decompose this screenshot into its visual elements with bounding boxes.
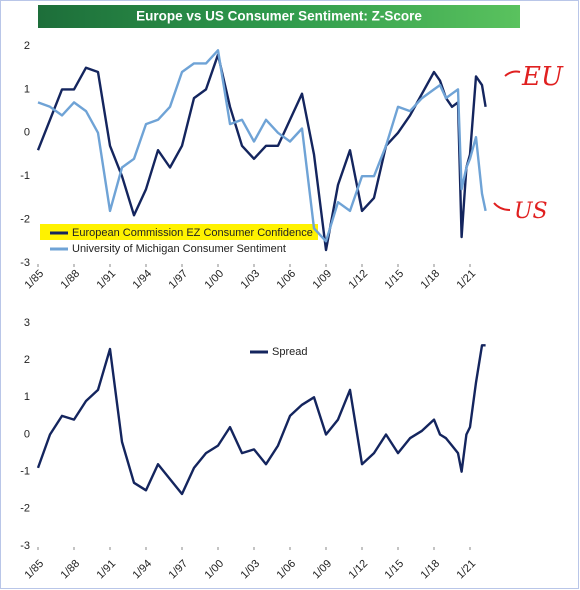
x-tick-label: 1/18 bbox=[419, 558, 443, 582]
x-tick-label: 1/00 bbox=[203, 558, 227, 582]
x-tick-label: 1/15 bbox=[383, 558, 407, 582]
annotation: EU bbox=[521, 62, 564, 92]
x-tick-label: 1/00 bbox=[203, 268, 227, 292]
x-tick-label: 1/09 bbox=[311, 558, 335, 582]
x-tick-label: 1/91 bbox=[95, 558, 119, 582]
y-tick-label: -1 bbox=[20, 170, 30, 182]
x-tick-label: 1/12 bbox=[347, 268, 371, 292]
annotation-stroke bbox=[493, 202, 511, 211]
annotation-stroke bbox=[504, 70, 521, 77]
x-tick-label: 1/88 bbox=[59, 268, 83, 292]
x-tick-label: 1/94 bbox=[131, 268, 155, 292]
x-tick-label: 1/03 bbox=[239, 558, 263, 582]
x-tick-label: 1/85 bbox=[23, 268, 47, 292]
legend-label: Spread bbox=[272, 346, 307, 358]
chart-title: Europe vs US Consumer Sentiment: Z-Score bbox=[136, 9, 422, 24]
title-banner bbox=[38, 5, 520, 28]
y-tick-label: -2 bbox=[20, 503, 30, 515]
x-tick-label: 1/06 bbox=[275, 268, 299, 292]
x-tick-label: 1/18 bbox=[419, 268, 443, 292]
y-tick-label: -1 bbox=[20, 466, 30, 478]
x-tick-label: 1/94 bbox=[131, 558, 155, 582]
legend-label: European Commission EZ Consumer Confiden… bbox=[72, 227, 313, 239]
y-tick-label: 1 bbox=[24, 83, 30, 95]
annotation: US bbox=[514, 199, 548, 224]
y-tick-label: 2 bbox=[24, 40, 30, 52]
series-line bbox=[36, 53, 487, 252]
y-tick-label: 3 bbox=[24, 317, 30, 329]
x-tick-label: 1/09 bbox=[311, 268, 335, 292]
y-tick-label: 0 bbox=[24, 428, 30, 440]
x-tick-label: 1/97 bbox=[167, 268, 191, 292]
x-tick-label: 1/03 bbox=[239, 268, 263, 292]
x-tick-label: 1/91 bbox=[95, 268, 119, 292]
y-tick-label: -2 bbox=[20, 214, 30, 226]
y-tick-label: -3 bbox=[20, 540, 30, 552]
x-tick-label: 1/06 bbox=[275, 558, 299, 582]
highlight bbox=[40, 224, 318, 240]
series-line bbox=[36, 344, 486, 496]
x-tick-label: 1/21 bbox=[455, 558, 479, 582]
x-tick-label: 1/85 bbox=[23, 558, 47, 582]
x-tick-label: 1/15 bbox=[383, 268, 407, 292]
x-tick-label: 1/88 bbox=[59, 558, 83, 582]
y-tick-label: -3 bbox=[20, 257, 30, 269]
y-tick-label: 0 bbox=[24, 127, 30, 139]
x-tick-label: 1/21 bbox=[455, 268, 479, 292]
x-tick-label: 1/97 bbox=[167, 558, 191, 582]
legend-label: University of Michigan Consumer Sentimen… bbox=[72, 243, 286, 255]
x-tick-label: 1/12 bbox=[347, 558, 371, 582]
y-tick-label: 1 bbox=[24, 391, 30, 403]
y-tick-label: 2 bbox=[24, 354, 30, 366]
series-line bbox=[37, 49, 487, 243]
